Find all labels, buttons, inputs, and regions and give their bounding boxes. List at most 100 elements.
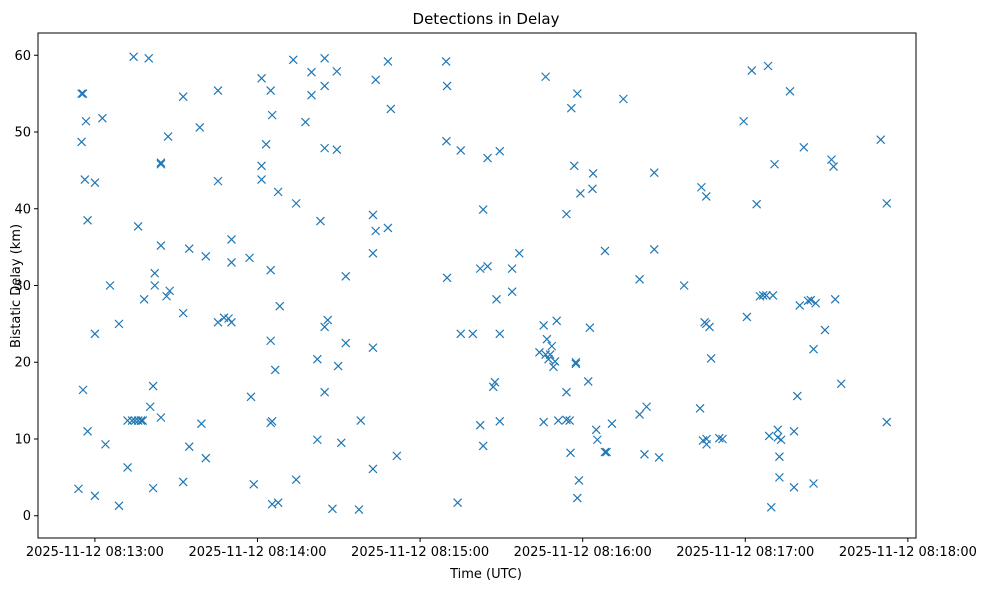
data-point xyxy=(718,434,727,444)
data-point xyxy=(442,136,451,146)
data-point xyxy=(602,447,612,457)
data-point xyxy=(572,493,582,503)
data-point xyxy=(600,447,610,457)
data-point xyxy=(475,420,485,430)
data-point xyxy=(592,435,602,445)
data-point xyxy=(575,188,585,198)
data-point xyxy=(266,86,276,95)
data-point xyxy=(548,362,558,372)
x-tick-label: 2025-11-12 08:14:00 xyxy=(188,545,326,560)
data-point xyxy=(138,416,148,426)
data-point xyxy=(257,161,266,171)
data-point xyxy=(315,216,325,226)
y-tick-label: 60 xyxy=(14,49,31,64)
data-point xyxy=(78,89,88,99)
data-point xyxy=(507,264,517,274)
data-point xyxy=(766,502,776,512)
data-point xyxy=(569,161,579,171)
data-point xyxy=(785,86,795,96)
data-point xyxy=(156,159,166,169)
data-point xyxy=(178,477,188,487)
data-point xyxy=(332,145,342,155)
data-point xyxy=(307,67,316,77)
data-point xyxy=(156,413,166,422)
data-point xyxy=(882,198,892,208)
data-point xyxy=(90,491,100,501)
data-point xyxy=(654,452,664,462)
data-point xyxy=(320,81,330,91)
data-point xyxy=(354,505,364,515)
x-axis: 2025-11-12 08:13:00 2025-11-12 08:14:00 20… xyxy=(26,538,977,560)
data-point xyxy=(156,241,166,251)
data-point xyxy=(507,287,517,297)
data-point xyxy=(257,175,266,185)
data-point xyxy=(83,215,93,225)
data-point xyxy=(273,498,283,508)
data-point xyxy=(442,81,452,91)
data-point xyxy=(562,387,571,397)
data-point xyxy=(542,334,552,344)
data-point xyxy=(565,416,575,426)
data-point xyxy=(550,357,560,366)
data-point xyxy=(77,89,86,99)
data-point xyxy=(618,94,628,104)
y-tick-label: 0 xyxy=(23,509,31,524)
data-point xyxy=(163,132,173,142)
data-point xyxy=(876,135,886,145)
data-point xyxy=(483,261,492,271)
data-point xyxy=(706,353,716,363)
data-point xyxy=(165,286,175,296)
data-point xyxy=(332,66,342,76)
data-point xyxy=(453,498,463,508)
data-point xyxy=(156,158,166,168)
data-point xyxy=(553,416,563,426)
data-point xyxy=(827,155,836,165)
data-point xyxy=(266,336,276,346)
data-point xyxy=(705,322,714,332)
data-point xyxy=(566,103,576,113)
plot-frame xyxy=(37,32,917,539)
x-axis-title: Time (UTC) xyxy=(449,567,522,582)
data-point xyxy=(74,484,83,494)
data-point xyxy=(583,377,593,386)
data-point xyxy=(383,56,393,66)
data-points xyxy=(74,52,892,515)
data-point xyxy=(261,139,271,149)
data-point xyxy=(829,162,838,171)
data-point xyxy=(774,472,784,482)
data-point xyxy=(811,298,821,308)
data-point xyxy=(266,265,276,275)
data-point xyxy=(490,377,500,387)
data-point xyxy=(495,329,505,339)
data-point xyxy=(789,482,799,492)
data-point xyxy=(178,308,188,318)
data-point xyxy=(607,419,617,429)
data-point xyxy=(196,419,206,429)
data-point xyxy=(642,402,652,412)
data-point xyxy=(270,365,280,375)
data-point xyxy=(371,75,381,85)
data-point xyxy=(475,264,485,274)
data-point xyxy=(442,273,452,283)
data-point xyxy=(333,361,343,371)
data-point xyxy=(328,504,337,514)
data-point xyxy=(478,205,488,214)
data-point xyxy=(492,294,501,304)
data-point xyxy=(129,52,139,62)
data-point xyxy=(341,271,351,281)
y-tick-label: 40 xyxy=(14,202,31,217)
data-point xyxy=(368,210,378,220)
data-point xyxy=(213,86,223,95)
data-point xyxy=(441,56,451,66)
y-tick-label: 30 xyxy=(14,279,31,294)
data-point xyxy=(312,435,322,445)
data-point xyxy=(90,178,100,188)
data-point xyxy=(591,425,601,435)
data-point xyxy=(227,317,236,327)
data-point xyxy=(836,379,846,389)
data-point xyxy=(456,329,466,339)
data-point xyxy=(764,431,774,441)
data-point xyxy=(544,354,553,364)
